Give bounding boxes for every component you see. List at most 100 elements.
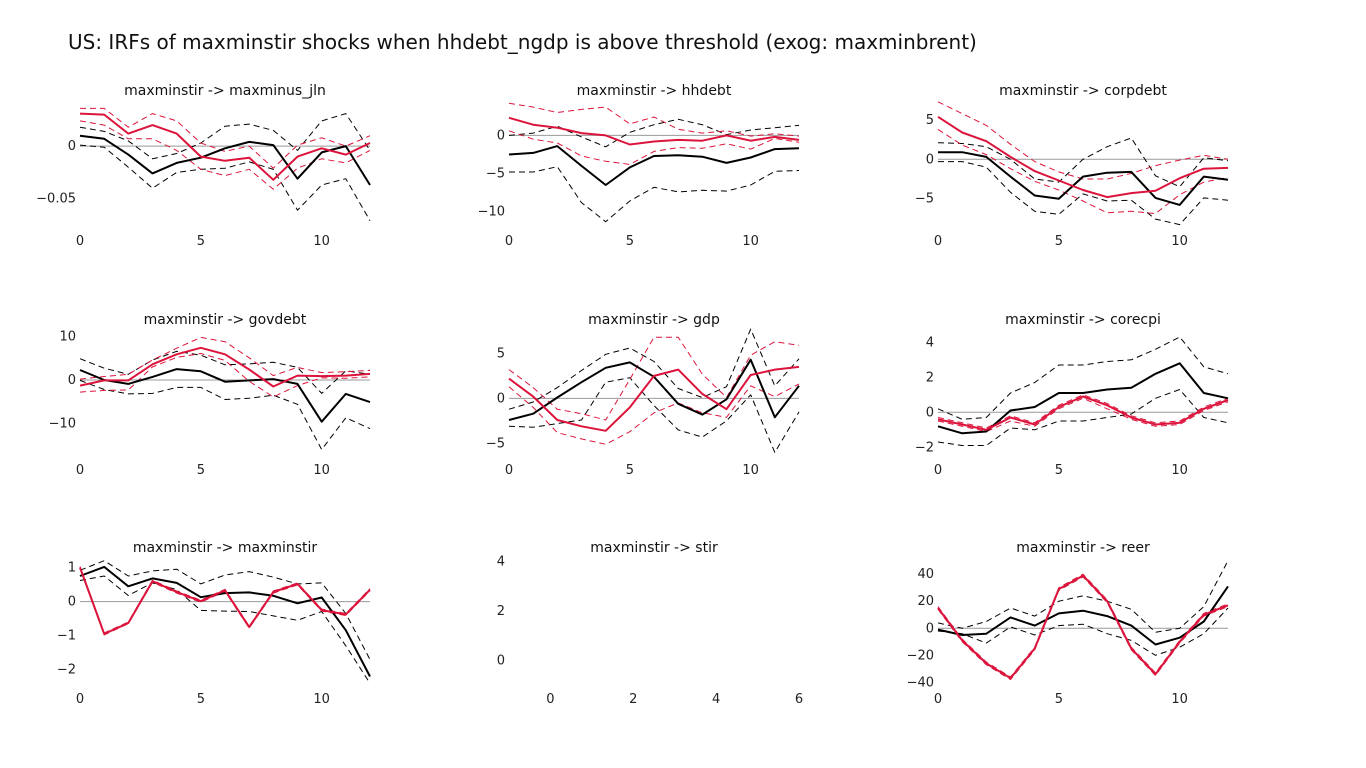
x-tick-label: 2 bbox=[629, 692, 637, 707]
x-tick-label: 0 bbox=[505, 234, 513, 249]
series-line-regime bbox=[508, 116, 800, 146]
x-tick-label: 0 bbox=[76, 234, 84, 249]
series-line-regime bbox=[79, 567, 371, 635]
series-line-regime bbox=[937, 115, 1229, 199]
x-tick-label: 5 bbox=[1055, 463, 1063, 478]
x-tick-label: 10 bbox=[313, 234, 330, 249]
x-tick-label: 0 bbox=[76, 692, 84, 707]
x-tick-label: 10 bbox=[1171, 234, 1188, 249]
series-line-baseline-lo bbox=[79, 144, 371, 221]
series-line-baseline-hi bbox=[937, 336, 1229, 420]
series-line-regime bbox=[79, 346, 371, 388]
series-line-regime bbox=[508, 365, 800, 432]
panel-title: maxminstir -> corpdebt bbox=[999, 83, 1167, 99]
y-tick-label: −2 bbox=[915, 440, 934, 455]
series-line-regime-lo bbox=[79, 120, 371, 190]
series-line-baseline-hi bbox=[79, 560, 371, 660]
panel-title: maxminstir -> gdp bbox=[588, 312, 720, 328]
series-line-baseline-hi bbox=[79, 113, 371, 160]
x-tick-label: 4 bbox=[712, 692, 720, 707]
panel-title: maxminstir -> corecpi bbox=[1005, 312, 1161, 328]
y-tick-label: 4 bbox=[497, 555, 505, 570]
series-line-regime bbox=[79, 112, 371, 181]
x-tick-label: 10 bbox=[742, 234, 759, 249]
x-tick-label: 10 bbox=[1171, 463, 1188, 478]
figure-title: US: IRFs of maxminstir shocks when hhdeb… bbox=[68, 30, 977, 54]
irf-panel-3: maxminstir -> corpdebt 5 0 −5 0 5 10 bbox=[915, 83, 1229, 249]
series-line-regime-hi bbox=[937, 394, 1229, 429]
y-tick-label: 0 bbox=[497, 391, 505, 406]
series-line-regime-lo bbox=[508, 383, 800, 445]
series-line-baseline-lo bbox=[509, 166, 800, 223]
series-line-baseline-lo bbox=[79, 379, 371, 450]
panel-title: maxminstir -> hhdebt bbox=[577, 83, 732, 99]
x-tick-label: 0 bbox=[546, 692, 554, 707]
series-line-baseline-lo bbox=[937, 607, 1229, 656]
y-tick-label: −0.05 bbox=[36, 192, 76, 207]
series-line-regime-lo bbox=[508, 130, 800, 165]
irf-panel-1: maxminstir -> maxminus_jln 0 −0.05 0 5 10 bbox=[36, 83, 371, 249]
y-tick-label: 2 bbox=[497, 604, 505, 619]
x-tick-label: 10 bbox=[742, 463, 759, 478]
series-line-regime-hi bbox=[937, 101, 1229, 180]
series-line-baseline-hi bbox=[508, 328, 800, 410]
x-tick-label: 0 bbox=[934, 692, 942, 707]
y-tick-label: 0 bbox=[926, 621, 934, 636]
series-line-baseline bbox=[938, 151, 1229, 206]
y-tick-label: 5 bbox=[926, 113, 934, 128]
series-line-regime-hi bbox=[79, 336, 371, 380]
series-line-baseline bbox=[79, 134, 371, 186]
x-tick-label: 10 bbox=[313, 692, 330, 707]
x-tick-label: 5 bbox=[626, 234, 634, 249]
x-tick-label: 0 bbox=[934, 234, 942, 249]
y-tick-label: 40 bbox=[917, 567, 934, 582]
series-line-baseline bbox=[79, 368, 371, 423]
irf-panel-8: maxminstir -> stir 4 2 0 0 2 4 6 bbox=[497, 540, 803, 707]
x-tick-label: 5 bbox=[197, 234, 205, 249]
y-tick-label: 10 bbox=[59, 330, 76, 345]
series-line-baseline bbox=[937, 585, 1229, 646]
series-line-regime-hi bbox=[508, 336, 800, 421]
series-line-baseline-lo bbox=[937, 389, 1229, 446]
series-line-baseline-lo bbox=[508, 377, 800, 453]
y-tick-label: −5 bbox=[915, 192, 934, 207]
series-line-regime-hi bbox=[508, 102, 800, 137]
series-line-baseline-lo bbox=[938, 161, 1229, 226]
panel-title: maxminstir -> stir bbox=[590, 540, 718, 556]
series-line-regime-lo bbox=[79, 353, 371, 398]
y-tick-label: 0 bbox=[497, 128, 505, 143]
x-tick-label: 5 bbox=[1055, 234, 1063, 249]
series-line-baseline bbox=[79, 565, 371, 677]
x-tick-label: 0 bbox=[505, 463, 513, 478]
y-tick-label: 4 bbox=[926, 335, 934, 350]
y-tick-label: −5 bbox=[486, 167, 505, 182]
y-tick-label: 0 bbox=[68, 139, 76, 154]
panel-title: maxminstir -> maxminstir bbox=[133, 540, 318, 556]
series-line-baseline-hi bbox=[508, 118, 800, 148]
x-tick-label: 5 bbox=[626, 463, 634, 478]
y-tick-label: −20 bbox=[907, 648, 934, 663]
x-tick-label: 5 bbox=[197, 692, 205, 707]
y-tick-label: −5 bbox=[486, 436, 505, 451]
panel-title: maxminstir -> maxminus_jln bbox=[124, 83, 326, 99]
y-tick-label: 0 bbox=[926, 152, 934, 167]
series-line-regime-hi bbox=[937, 573, 1229, 678]
y-tick-label: 2 bbox=[926, 370, 934, 385]
x-tick-label: 5 bbox=[1055, 692, 1063, 707]
irf-panel-4: maxminstir -> govdebt 10 0 −10 0 5 10 bbox=[49, 312, 371, 478]
series-line-regime-lo bbox=[937, 128, 1229, 215]
series-line-baseline bbox=[508, 145, 800, 186]
series-line-regime bbox=[937, 574, 1229, 680]
y-tick-label: 20 bbox=[917, 594, 934, 609]
x-tick-label: 0 bbox=[934, 463, 942, 478]
x-tick-label: 6 bbox=[795, 692, 803, 707]
y-tick-label: 1 bbox=[68, 561, 76, 576]
x-tick-label: 10 bbox=[1171, 692, 1188, 707]
y-tick-label: −2 bbox=[57, 663, 76, 678]
y-tick-label: −10 bbox=[49, 416, 76, 431]
series-line-baseline-hi bbox=[937, 137, 1229, 188]
